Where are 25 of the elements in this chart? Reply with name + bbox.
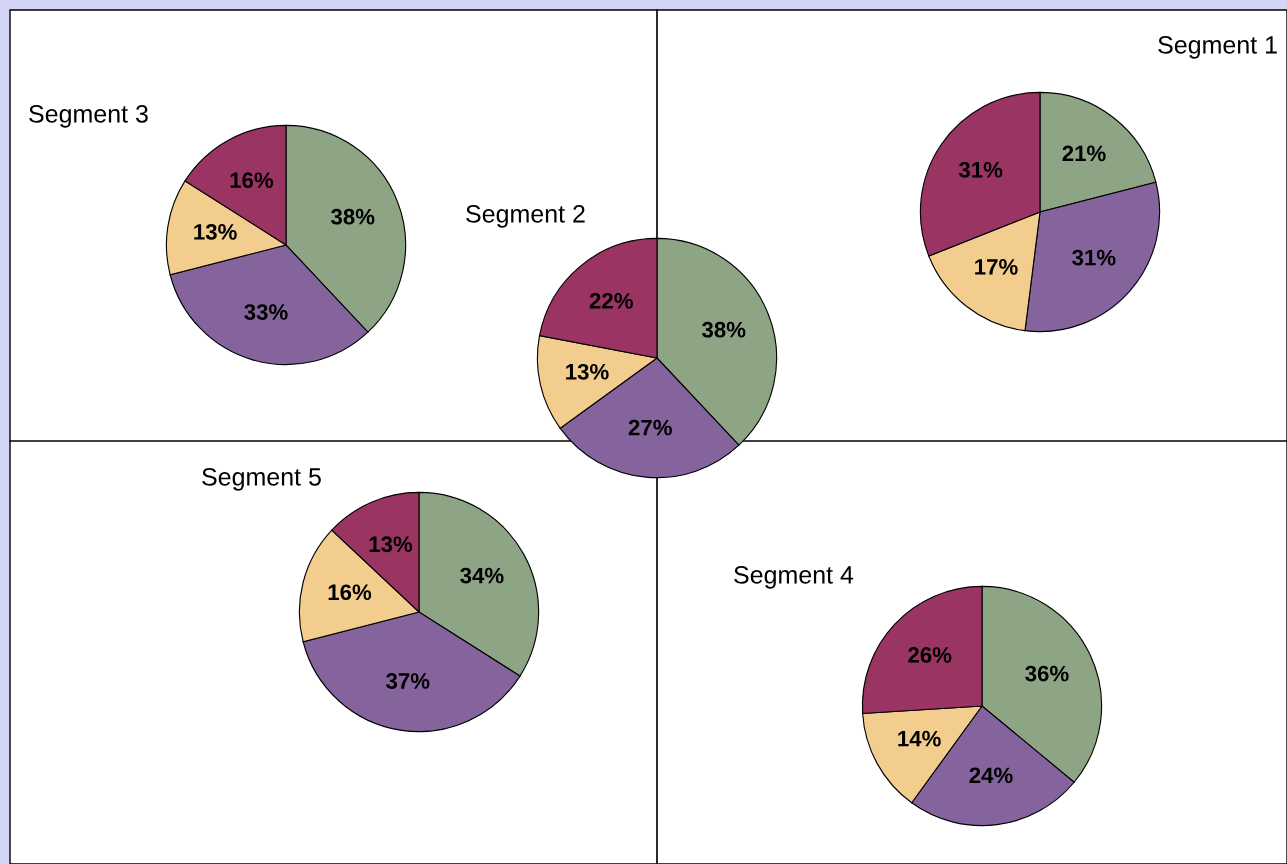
- chart-title: Segment 3: [29, 105, 148, 128]
- data-label: 13%: [566, 363, 609, 380]
- data-label: 33%: [244, 304, 288, 320]
- data-label: 27%: [628, 419, 672, 436]
- data-label: 21%: [1062, 145, 1106, 162]
- data-label: 34%: [460, 567, 504, 584]
- data-label: 16%: [328, 584, 372, 601]
- data-label: 36%: [1025, 665, 1069, 682]
- data-label: 14%: [898, 730, 941, 747]
- data-label: 24%: [969, 767, 1013, 784]
- chart-title: Segment 4: [734, 566, 854, 589]
- data-label: 17%: [975, 258, 1018, 275]
- data-label: 37%: [386, 673, 430, 689]
- text: Segment 1: [1158, 36, 1277, 59]
- chart-title: Segment 5: [202, 468, 321, 491]
- data-label: 38%: [702, 321, 746, 338]
- data-label: 38%: [331, 208, 375, 225]
- data-label: 26%: [908, 647, 952, 663]
- chart-title: Segment 2: [466, 205, 585, 228]
- data-label: 16%: [230, 172, 274, 189]
- data-label: 22%: [589, 292, 633, 309]
- data-label: 31%: [958, 161, 1003, 178]
- data-label: 13%: [194, 224, 237, 240]
- data-label: 31%: [1072, 249, 1116, 266]
- data-label: 13%: [369, 536, 413, 553]
